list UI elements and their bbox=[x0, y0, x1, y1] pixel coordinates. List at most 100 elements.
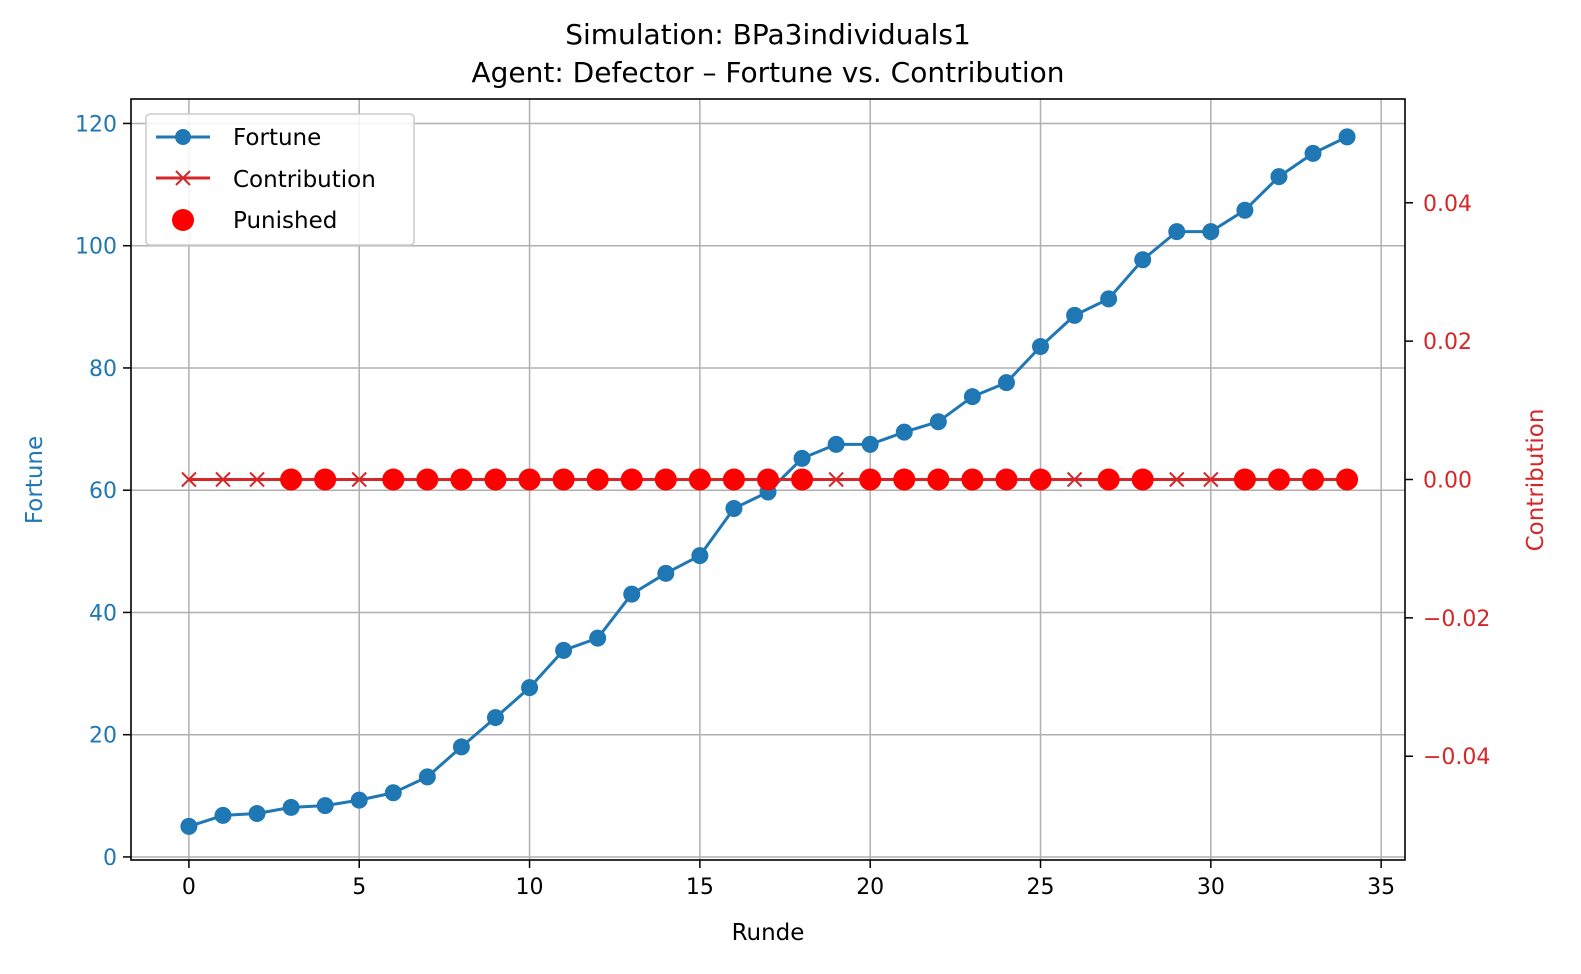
fortune-point bbox=[1304, 144, 1322, 162]
legend-contribution-label: Contribution bbox=[233, 167, 376, 193]
punished-point bbox=[552, 468, 575, 491]
y-left-tick-label: 100 bbox=[75, 235, 117, 260]
punished-point bbox=[1097, 468, 1120, 491]
fortune-point bbox=[827, 435, 845, 453]
fortune-point bbox=[1270, 168, 1288, 186]
fortune-point bbox=[895, 423, 913, 441]
punished-point bbox=[620, 468, 643, 491]
y-left-tick-label: 60 bbox=[89, 479, 117, 504]
legend-contribution-marker bbox=[175, 170, 191, 186]
punished-point bbox=[688, 468, 711, 491]
punished-point bbox=[1233, 468, 1256, 491]
y-left-axis-label: Fortune bbox=[22, 436, 48, 524]
x-tick-label: 10 bbox=[516, 875, 544, 900]
fortune-point bbox=[691, 547, 709, 565]
x-tick-label: 30 bbox=[1197, 875, 1225, 900]
x-tick-label: 5 bbox=[352, 875, 366, 900]
legend-punished-label: Punished bbox=[233, 208, 337, 234]
fortune-point bbox=[1168, 223, 1186, 241]
punished-point bbox=[995, 468, 1018, 491]
y-right-tick-label: 0.04 bbox=[1423, 192, 1472, 217]
y-left-tick-label: 20 bbox=[89, 724, 117, 749]
punished-point bbox=[484, 468, 507, 491]
contribution-point bbox=[215, 471, 231, 488]
fortune-point bbox=[486, 709, 504, 727]
punished-point bbox=[654, 468, 677, 491]
contribution-point bbox=[1169, 471, 1185, 488]
fortune-point bbox=[1134, 251, 1152, 269]
y-left-tick-label: 120 bbox=[75, 112, 117, 137]
fortune-point bbox=[555, 641, 573, 659]
fortune-point bbox=[997, 374, 1015, 392]
contribution-point bbox=[1066, 471, 1083, 488]
fortune-point bbox=[521, 679, 539, 697]
y-left-tick-label: 0 bbox=[103, 846, 117, 871]
legend-punished-marker bbox=[172, 209, 194, 231]
fortune-point bbox=[180, 817, 198, 835]
fortune-point bbox=[589, 629, 607, 647]
y-right-tick-label: 0.02 bbox=[1423, 330, 1472, 355]
fortune-point bbox=[1338, 128, 1356, 146]
legend-fortune-label: Fortune bbox=[233, 125, 321, 151]
fortune-point bbox=[1066, 306, 1084, 324]
fortune-point bbox=[623, 585, 641, 603]
y-left-tick-label: 40 bbox=[89, 601, 117, 626]
fortune-point bbox=[929, 413, 947, 431]
fortune-point bbox=[248, 805, 266, 823]
fortune-point bbox=[452, 738, 470, 756]
x-tick-label: 25 bbox=[1027, 875, 1055, 900]
fortune-point bbox=[350, 791, 368, 809]
fortune-point bbox=[963, 388, 981, 406]
fortune-point bbox=[1032, 338, 1050, 356]
punished-point bbox=[722, 468, 745, 491]
punished-point bbox=[893, 468, 916, 491]
punished-point bbox=[586, 468, 609, 491]
contribution-point bbox=[249, 471, 265, 488]
x-axis-label: Runde bbox=[732, 920, 805, 946]
x-tick-label: 15 bbox=[686, 875, 714, 900]
chart-subtitle: Agent: Defector – Fortune vs. Contributi… bbox=[471, 56, 1064, 89]
chart-title: Simulation: BPa3individuals1 bbox=[565, 18, 971, 51]
fortune-point bbox=[316, 797, 334, 815]
punished-point bbox=[1131, 468, 1154, 491]
y-right-tick-label: −0.02 bbox=[1423, 607, 1490, 632]
punished-point bbox=[791, 468, 814, 491]
punished-point bbox=[416, 468, 439, 491]
contribution-point bbox=[181, 471, 197, 488]
punished-point bbox=[518, 468, 541, 491]
y-left-tick-label: 80 bbox=[89, 357, 117, 382]
contribution-point bbox=[828, 471, 844, 488]
punished-point bbox=[1029, 468, 1052, 491]
y-right-tick-label: −0.04 bbox=[1423, 745, 1490, 770]
punished-point bbox=[927, 468, 950, 491]
fortune-point bbox=[1202, 223, 1220, 241]
contribution-point bbox=[351, 471, 367, 488]
fortune-point bbox=[282, 798, 300, 816]
punished-point bbox=[450, 468, 473, 491]
y-right-axis-label: Contribution bbox=[1523, 409, 1549, 552]
punished-point bbox=[1302, 468, 1325, 491]
plot-frame bbox=[130, 98, 1406, 861]
x-tick-label: 35 bbox=[1367, 875, 1395, 900]
punished-point bbox=[314, 468, 337, 491]
fortune-point bbox=[384, 784, 402, 802]
plot-data bbox=[180, 128, 1359, 835]
fortune-point bbox=[793, 449, 811, 467]
punished-point bbox=[757, 468, 779, 491]
punished-point bbox=[859, 468, 882, 491]
fortune-point bbox=[418, 768, 436, 786]
legend-fortune-marker bbox=[175, 129, 191, 145]
fortune-point bbox=[214, 806, 232, 824]
y-right-tick-label: 0.00 bbox=[1423, 469, 1472, 494]
punished-point bbox=[280, 468, 303, 491]
axis-ticks: 0 5 10 15 20 25 30 35 0 20 40 60 80 100 120 −0.04 −0.02 0… bbox=[75, 112, 1490, 900]
contribution-point bbox=[1203, 471, 1219, 488]
x-tick-label: 20 bbox=[856, 875, 884, 900]
legend: Fortune Contribution Punished bbox=[145, 113, 415, 246]
legend-box bbox=[145, 113, 415, 246]
fortune-point bbox=[725, 500, 743, 518]
fortune-point bbox=[657, 564, 675, 582]
punished-point bbox=[1336, 468, 1359, 491]
punished-point bbox=[961, 468, 984, 491]
